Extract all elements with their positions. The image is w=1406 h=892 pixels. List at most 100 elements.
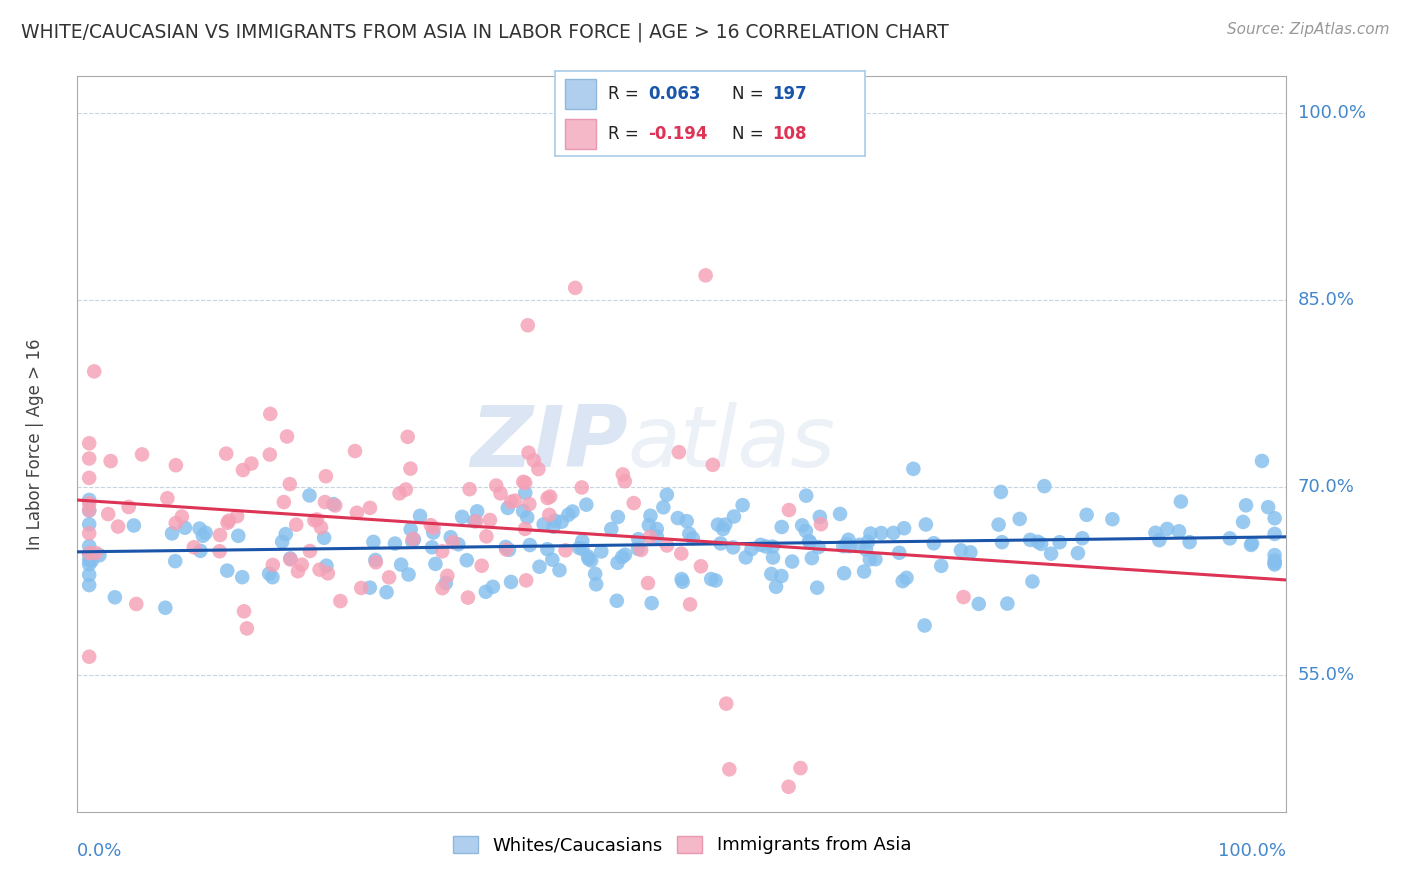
Point [929,558,952,573]
Point [837,533,859,547]
Point [1008,512,1031,526]
Point [515,485,537,500]
Point [536,542,558,557]
Point [915,517,938,532]
Point [529,559,551,574]
Point [398,567,420,582]
Text: 197: 197 [772,86,807,103]
FancyBboxPatch shape [565,79,596,110]
Point [1264,527,1286,541]
Point [323,499,346,513]
Point [396,430,419,444]
Point [316,566,339,581]
Point [447,537,470,551]
Point [77,526,100,541]
Point [384,536,406,550]
Point [519,538,541,552]
Point [402,533,425,547]
Point [314,531,336,545]
Point [420,541,443,555]
Point [675,514,697,528]
Point [77,451,100,466]
Point [298,544,321,558]
Point [789,761,811,775]
Point [571,541,593,556]
Point [538,508,561,522]
Point [896,571,918,585]
Point [949,543,972,558]
Point [810,517,832,532]
Point [364,553,387,567]
Point [627,541,650,556]
Point [482,580,505,594]
Point [457,591,479,605]
Point [233,604,256,618]
Text: R =: R = [607,125,644,143]
Point [475,584,498,599]
Point [125,597,148,611]
Point [967,597,990,611]
Point [671,547,693,561]
Point [1219,532,1241,546]
Point [501,494,523,508]
Point [765,580,787,594]
Text: N =: N = [731,125,769,143]
Point [1234,498,1257,512]
Point [755,540,778,554]
Point [359,581,381,595]
Point [550,515,572,529]
Point [612,549,634,564]
Point [208,528,231,542]
Point [711,522,734,536]
Point [1178,535,1201,549]
Point [1019,533,1042,547]
Point [576,549,599,564]
Point [645,529,668,543]
Point [155,600,177,615]
Point [107,519,129,533]
Point [1049,535,1071,549]
Point [794,489,817,503]
Point [77,517,100,532]
Point [637,518,659,533]
Point [343,444,366,458]
Point [364,555,387,569]
Point [1257,500,1279,515]
Point [1251,454,1274,468]
Point [889,546,911,560]
Point [208,544,231,558]
Point [637,576,659,591]
Point [585,577,607,591]
Point [262,558,284,572]
Point [838,539,860,553]
Point [914,618,936,632]
Point [84,546,107,560]
Point [671,574,693,589]
Point [440,530,463,544]
Point [441,535,464,549]
Point [499,574,522,589]
Point [495,542,517,557]
Text: N =: N = [731,86,769,103]
Point [891,574,914,589]
Point [100,454,122,468]
Point [770,569,793,583]
Point [1040,547,1063,561]
Point [679,598,702,612]
Point [80,554,103,568]
Point [308,563,330,577]
Point [226,529,249,543]
Point [465,504,488,518]
Point [478,513,501,527]
Point [1264,558,1286,572]
Text: In Labor Force | Age > 16: In Labor Force | Age > 16 [25,338,44,549]
Point [797,534,820,549]
Point [485,478,508,492]
Point [1264,511,1286,525]
Point [314,495,336,509]
Point [274,527,297,541]
Point [516,510,538,524]
Text: atlas: atlas [627,402,835,485]
Point [538,490,561,504]
Point [262,570,284,584]
